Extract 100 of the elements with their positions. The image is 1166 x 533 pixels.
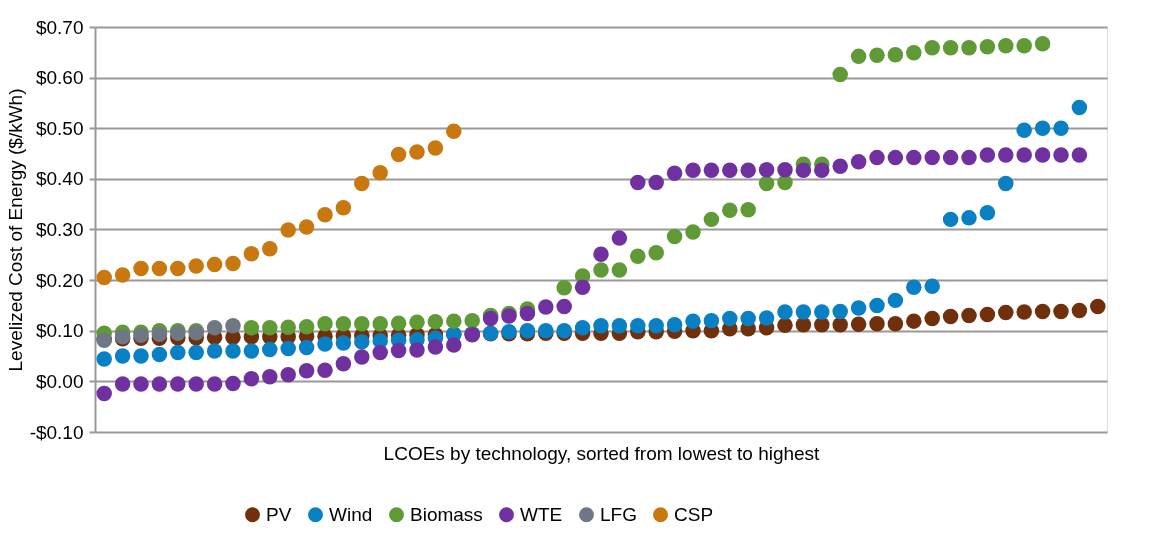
point [850, 316, 867, 332]
point [409, 314, 425, 330]
point [979, 39, 996, 55]
point [538, 299, 554, 315]
point [317, 207, 333, 223]
point [611, 317, 628, 334]
point [151, 376, 168, 392]
point [206, 376, 223, 392]
y-tick-label: $0.50 [35, 117, 84, 139]
legend-label: LFG [600, 503, 637, 525]
point [924, 310, 940, 327]
point [666, 165, 683, 182]
point [924, 278, 940, 294]
point [722, 162, 738, 178]
point [777, 317, 793, 333]
x-axis-title: LCOEs by technology, sorted from lowest to highest [383, 442, 821, 464]
point [740, 162, 756, 178]
point [685, 313, 701, 329]
point [280, 367, 296, 383]
point [942, 211, 959, 228]
y-axis-title: Levelized Cost of Energy ($/kWh) [4, 88, 26, 372]
point [225, 375, 241, 392]
point [795, 304, 812, 320]
point [372, 165, 388, 181]
point [151, 346, 168, 363]
point [703, 162, 720, 178]
point [409, 342, 425, 358]
point [795, 162, 812, 178]
point [464, 312, 480, 329]
point [942, 308, 959, 325]
point [409, 144, 425, 160]
point [1071, 147, 1088, 163]
point [206, 256, 223, 273]
legend-label: Wind [329, 503, 373, 525]
point [685, 224, 701, 240]
point [961, 40, 977, 56]
point [225, 255, 241, 272]
point [133, 376, 149, 392]
y-tick-label: $0.20 [35, 269, 84, 291]
point [998, 175, 1014, 192]
point [298, 339, 315, 356]
point [354, 334, 370, 350]
point [556, 279, 572, 296]
point [1071, 302, 1088, 319]
point [1034, 120, 1051, 136]
point [114, 376, 131, 392]
point [869, 149, 885, 166]
point [372, 315, 388, 332]
point [335, 315, 352, 332]
point [446, 337, 462, 353]
point [262, 319, 278, 336]
point [1090, 298, 1106, 315]
point [961, 149, 977, 166]
point [850, 300, 867, 316]
point [335, 355, 352, 372]
point [354, 175, 370, 192]
point [446, 123, 462, 140]
point [280, 340, 296, 357]
point [390, 342, 407, 359]
y-tick-label: $0.10 [35, 320, 84, 342]
point [243, 246, 260, 262]
y-tick-label: -$0.10 [29, 421, 84, 443]
point [298, 318, 315, 335]
point [722, 202, 738, 218]
point [133, 348, 149, 364]
point [262, 369, 278, 385]
point [427, 339, 444, 355]
point [979, 306, 996, 323]
point [630, 248, 646, 265]
point [243, 343, 260, 359]
point [206, 343, 223, 359]
point [887, 292, 904, 309]
point [758, 175, 775, 192]
point [685, 162, 701, 178]
point [556, 298, 572, 315]
point [574, 319, 591, 336]
point [906, 45, 922, 61]
point [648, 245, 664, 261]
point [243, 319, 260, 336]
point [574, 279, 591, 295]
point [1034, 35, 1051, 52]
point [850, 48, 867, 65]
point [648, 174, 664, 191]
y-tick-label: $0.30 [35, 219, 84, 240]
point [887, 149, 904, 166]
point [427, 313, 444, 330]
point [832, 316, 848, 333]
point [188, 376, 204, 392]
point [1016, 38, 1032, 54]
point [335, 335, 352, 351]
point [1034, 303, 1051, 320]
point [1071, 99, 1088, 116]
point [1016, 147, 1032, 163]
point [151, 260, 168, 277]
point [280, 319, 296, 335]
point [942, 149, 959, 166]
point [814, 304, 830, 320]
point [722, 310, 738, 327]
point [906, 313, 922, 329]
point [961, 307, 977, 324]
